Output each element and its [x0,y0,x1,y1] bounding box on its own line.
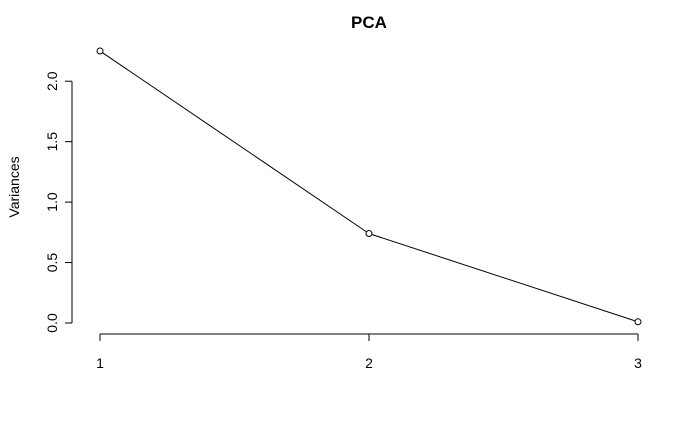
series-line-segment [371,234,636,322]
x-tick-label: 2 [365,355,373,371]
y-tick-label: 1.0 [44,192,60,212]
y-tick-label: 2.0 [44,71,60,91]
series-variances [96,47,642,326]
x-axis: 1 2 3 [96,333,642,371]
data-point [634,318,642,326]
y-tick-label: 1.5 [44,132,60,152]
y-axis: 0.0 0.5 1.0 1.5 2.0 [44,71,73,333]
series-line-segment [102,52,367,233]
x-tick-label: 3 [634,355,642,371]
y-tick-label: 0.5 [44,253,60,273]
chart-title: PCA [351,13,387,32]
x-tick-label: 1 [96,355,104,371]
y-tick-label: 0.0 [44,313,60,333]
y-axis-label: Variances [6,156,22,217]
data-point [365,230,373,238]
data-point [96,47,104,55]
